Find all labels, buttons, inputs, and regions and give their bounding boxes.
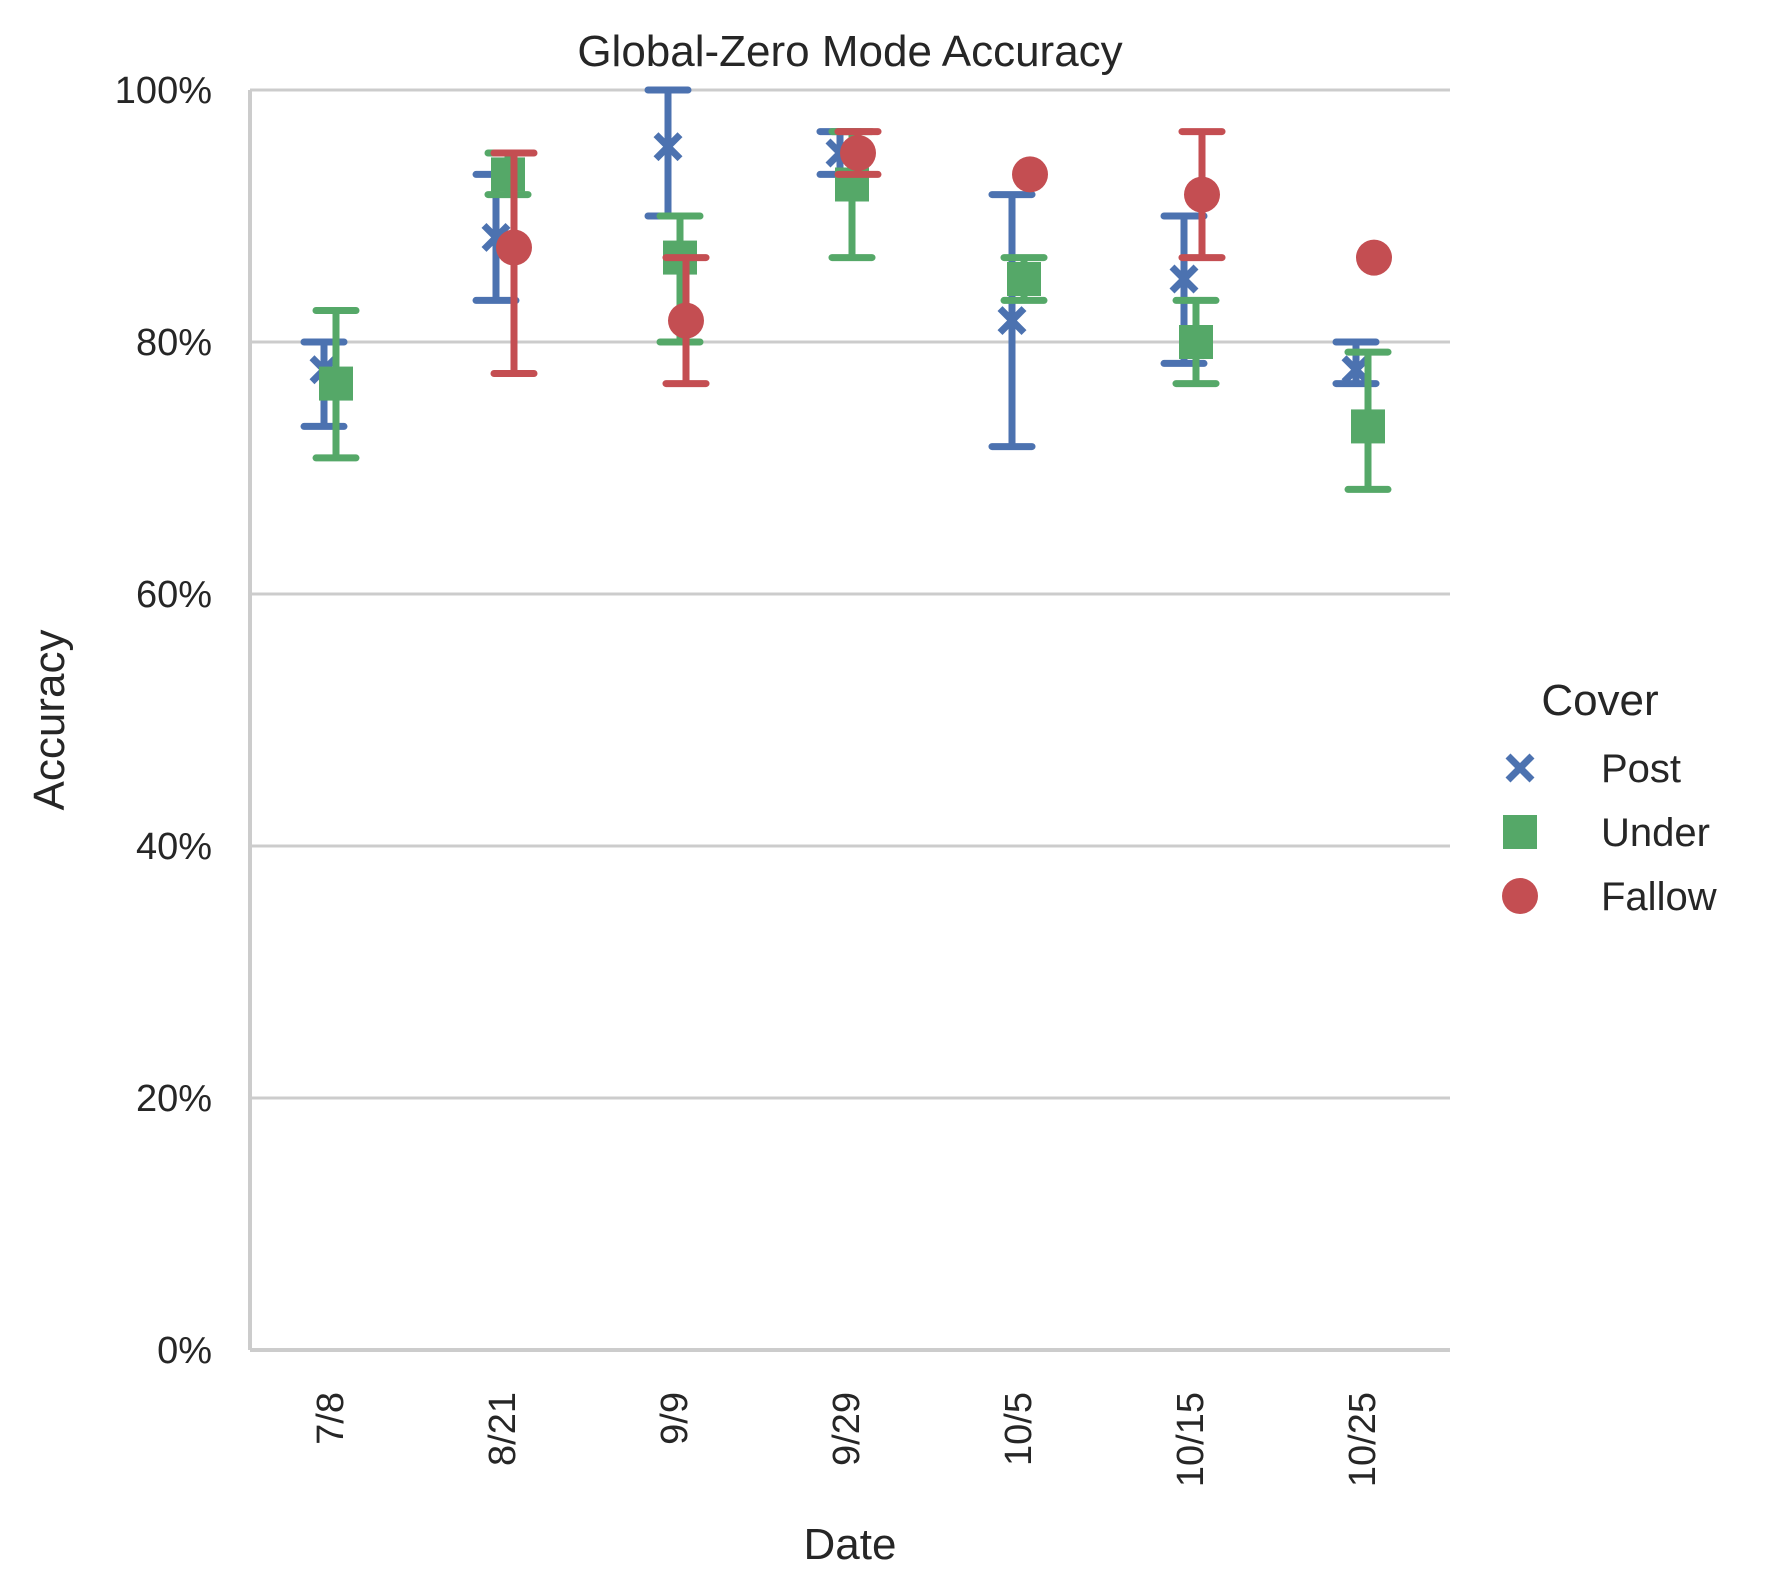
series-fallow — [490, 128, 1392, 388]
x-tick-labels: 7/8 8/21 9/9 9/29 10/5 10/15 10/25 — [310, 1392, 1384, 1487]
data-point-stroke — [481, 222, 511, 252]
data-point — [840, 135, 876, 171]
data-point — [668, 302, 704, 339]
legend-item-under: Under — [1503, 811, 1710, 855]
axis-spines — [248, 90, 1450, 1352]
data-point-stroke — [653, 132, 683, 162]
legend-label: Fallow — [1601, 875, 1717, 919]
legend-title: Cover — [1541, 676, 1658, 725]
y-axis-title: Accuracy — [25, 630, 74, 811]
series-under — [312, 128, 1392, 493]
y-tick-label: 40% — [136, 826, 212, 868]
legend: Cover Post Under Fallow — [1502, 676, 1717, 919]
data-point — [319, 366, 353, 401]
y-tick-label: 20% — [136, 1078, 212, 1120]
x-tick-label: 10/5 — [998, 1392, 1040, 1466]
legend-marker — [1503, 815, 1537, 849]
grid-layer — [250, 88, 1450, 1100]
series-post — [300, 86, 1380, 451]
chart-title: Global-Zero Mode Accuracy — [577, 27, 1122, 76]
y-tick-label: 80% — [136, 322, 212, 364]
x-tick-label: 8/21 — [482, 1392, 524, 1466]
y-tick-label: 60% — [136, 574, 212, 616]
data-point — [1184, 176, 1220, 213]
data-point — [653, 132, 683, 162]
data-point-stroke — [997, 306, 1027, 336]
data-point — [1341, 355, 1371, 385]
legend-label: Post — [1601, 747, 1681, 791]
legend-label: Under — [1601, 811, 1710, 855]
data-point — [1351, 409, 1385, 444]
data-point — [1007, 262, 1041, 296]
x-tick-label: 10/25 — [1342, 1392, 1384, 1487]
legend-items: Post Under Fallow — [1502, 747, 1717, 919]
x-tick-label: 10/15 — [1170, 1392, 1212, 1487]
data-point — [997, 306, 1027, 336]
series-layer — [300, 86, 1392, 493]
data-point — [1012, 156, 1048, 193]
x-tick-label: 7/8 — [310, 1392, 352, 1445]
data-point — [491, 157, 525, 192]
y-tick-label: 100% — [115, 70, 212, 112]
data-point — [1169, 264, 1199, 294]
data-point — [1356, 239, 1392, 276]
data-point — [496, 229, 532, 266]
legend-marker — [1505, 753, 1535, 783]
data-point — [1179, 325, 1213, 359]
legend-item-fallow: Fallow — [1502, 875, 1717, 919]
y-tick-labels: 0% 20% 40% 60% 80% 100% — [115, 70, 212, 1372]
legend-item-post: Post — [1505, 747, 1681, 791]
x-tick-label: 9/9 — [654, 1392, 696, 1445]
data-point-stroke — [1169, 264, 1199, 294]
x-tick-label: 9/29 — [826, 1392, 868, 1466]
legend-marker — [1502, 878, 1538, 914]
data-point-stroke — [1341, 355, 1371, 385]
legend-marker-stroke — [1505, 753, 1535, 783]
x-axis-title: Date — [804, 1520, 897, 1569]
y-tick-label: 0% — [157, 1330, 212, 1372]
